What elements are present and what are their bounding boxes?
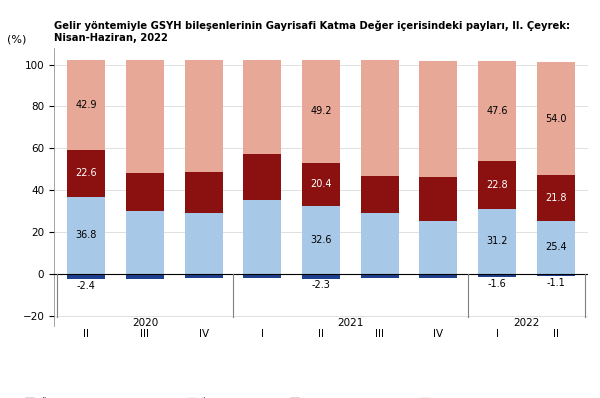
Bar xyxy=(243,274,281,278)
Bar xyxy=(185,274,223,278)
Bar xyxy=(478,61,516,161)
Text: 25.4: 25.4 xyxy=(545,242,566,252)
Text: 2020: 2020 xyxy=(132,318,158,328)
Bar xyxy=(185,213,223,274)
Bar xyxy=(185,172,223,213)
Bar xyxy=(419,177,457,221)
Bar xyxy=(419,60,457,177)
Legend: Üretim üzerindeki net vergiler, İşgücü ödemeleri, Sabit sermaye tüketimi, Net iş: Üretim üzerindeki net vergiler, İşgücü ö… xyxy=(21,394,575,398)
Bar xyxy=(126,211,164,274)
Text: -1.6: -1.6 xyxy=(488,279,506,289)
Text: 47.6: 47.6 xyxy=(486,106,508,116)
Bar xyxy=(126,274,164,279)
Text: -2.3: -2.3 xyxy=(311,281,331,291)
Bar xyxy=(478,161,516,209)
Text: 20.4: 20.4 xyxy=(310,179,332,189)
Y-axis label: (%): (%) xyxy=(7,35,26,45)
Bar xyxy=(536,274,575,276)
Bar xyxy=(185,60,223,172)
Bar xyxy=(536,175,575,221)
Bar xyxy=(67,274,106,279)
Bar xyxy=(243,60,281,154)
Text: 21.8: 21.8 xyxy=(545,193,566,203)
Bar xyxy=(302,274,340,279)
Bar xyxy=(67,150,106,197)
Bar xyxy=(243,154,281,201)
Bar xyxy=(478,274,516,277)
Bar xyxy=(419,274,457,278)
Bar xyxy=(361,60,399,176)
Text: 54.0: 54.0 xyxy=(545,113,566,123)
Bar xyxy=(67,60,106,150)
Text: -2.4: -2.4 xyxy=(77,281,96,291)
Text: 49.2: 49.2 xyxy=(310,106,332,117)
Text: 42.9: 42.9 xyxy=(76,100,97,109)
Text: Gelir yöntemiyle GSYH bileşenlerinin Gayrisafi Katma Değer içerisindeki payları,: Gelir yöntemiyle GSYH bileşenlerinin Gay… xyxy=(54,21,570,43)
Bar xyxy=(126,60,164,173)
Text: 2022: 2022 xyxy=(513,318,539,328)
Bar xyxy=(302,206,340,274)
Bar xyxy=(302,163,340,206)
Bar xyxy=(361,274,399,278)
Bar xyxy=(67,197,106,274)
Text: 22.8: 22.8 xyxy=(486,180,508,190)
Bar xyxy=(361,213,399,274)
Text: 2021: 2021 xyxy=(337,318,364,328)
Bar xyxy=(536,221,575,274)
Bar xyxy=(243,201,281,274)
Bar xyxy=(302,60,340,163)
Bar xyxy=(478,209,516,274)
Bar xyxy=(419,221,457,274)
Text: 31.2: 31.2 xyxy=(486,236,508,246)
Text: 22.6: 22.6 xyxy=(76,168,97,178)
Text: 32.6: 32.6 xyxy=(310,235,332,245)
Text: 36.8: 36.8 xyxy=(76,230,97,240)
Bar xyxy=(361,176,399,213)
Bar xyxy=(536,62,575,175)
Text: -1.1: -1.1 xyxy=(547,278,565,288)
Bar xyxy=(126,173,164,211)
